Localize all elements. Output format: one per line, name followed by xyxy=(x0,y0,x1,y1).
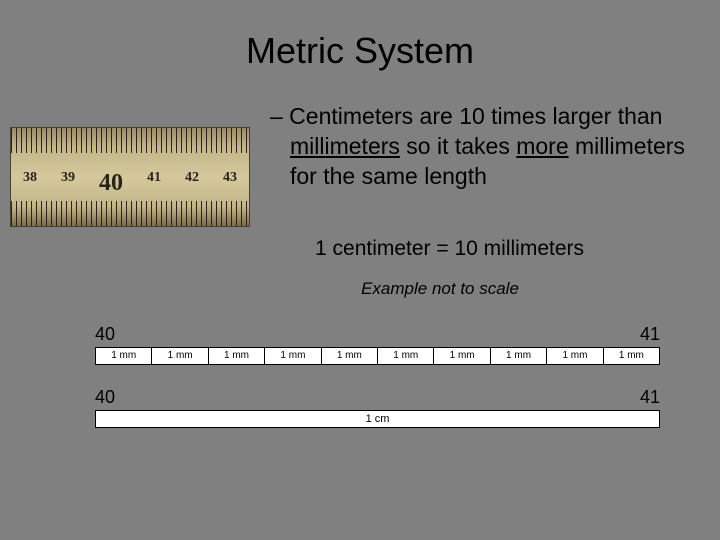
ruler-photo-number: 40 xyxy=(99,170,123,197)
mm-right-label: 41 xyxy=(640,324,660,345)
ruler-photo-number: 39 xyxy=(61,170,75,197)
mm-segment: 1 mm xyxy=(604,348,659,364)
cm-right-label: 41 xyxy=(640,387,660,408)
ruler-photo-number: 38 xyxy=(23,170,37,197)
ruler-photo-number: 43 xyxy=(223,170,237,197)
content-row: 38 39 40 41 42 43 – Centimeters are 10 times … xyxy=(0,102,720,227)
mm-segment: 1 mm xyxy=(209,348,265,364)
mm-ruler-bar: 1 mm1 mm1 mm1 mm1 mm1 mm1 mm1 mm1 mm1 mm xyxy=(95,347,660,365)
equation-text: 1 centimeter = 10 millimeters xyxy=(0,237,720,261)
mm-segment: 1 mm xyxy=(434,348,490,364)
mm-segment: 1 mm xyxy=(152,348,208,364)
ruler-photo-number: 41 xyxy=(147,170,161,197)
example-caption: Example not to scale xyxy=(0,279,720,299)
scale-diagram: 40 41 1 mm1 mm1 mm1 mm1 mm1 mm1 mm1 mm1 … xyxy=(95,324,660,428)
mm-segment: 1 mm xyxy=(378,348,434,364)
mm-segment: 1 mm xyxy=(96,348,152,364)
mm-segment: 1 mm xyxy=(322,348,378,364)
ruler-photo-number: 42 xyxy=(185,170,199,197)
mm-segment: 1 mm xyxy=(265,348,321,364)
slide-title: Metric System xyxy=(0,0,720,72)
bullet-body-text: – Centimeters are 10 times larger than m… xyxy=(270,102,720,192)
mm-segment: 1 mm xyxy=(547,348,603,364)
mm-ruler-row: 40 41 1 mm1 mm1 mm1 mm1 mm1 mm1 mm1 mm1 … xyxy=(95,324,660,365)
cm-left-label: 40 xyxy=(95,387,115,408)
mm-segment: 1 mm xyxy=(491,348,547,364)
cm-ruler-bar: 1 cm xyxy=(95,410,660,428)
cm-ruler-row: 40 41 1 cm xyxy=(95,387,660,428)
ruler-photo-numbers: 38 39 40 41 42 43 xyxy=(11,170,249,197)
mm-left-label: 40 xyxy=(95,324,115,345)
ruler-photo: 38 39 40 41 42 43 xyxy=(10,127,250,227)
